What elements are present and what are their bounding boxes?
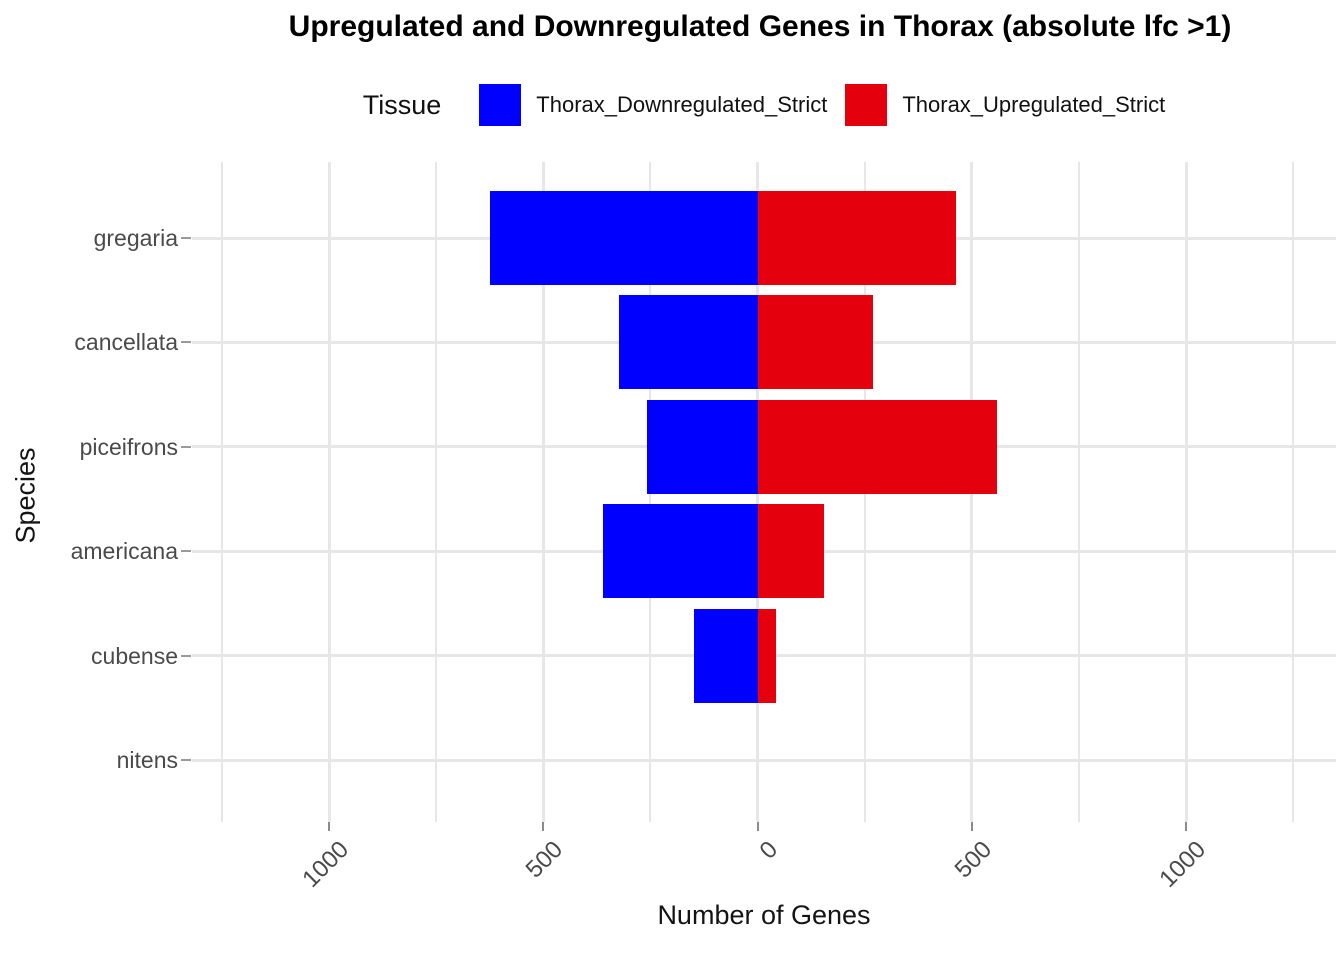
- y-axis-label-nitens: nitens: [116, 747, 178, 773]
- x-axis-tick: [328, 822, 331, 831]
- y-axis-label-americana: americana: [70, 538, 178, 565]
- bar-up-americana: [757, 504, 825, 599]
- gridline-minor: [1292, 162, 1295, 822]
- gridline-major: [541, 162, 545, 822]
- gridline-minor: [435, 162, 438, 822]
- gridline-category: [192, 758, 1336, 762]
- y-axis-title: Species: [10, 447, 41, 544]
- y-axis-tick: [181, 341, 191, 344]
- legend-swatch-0: [479, 84, 522, 126]
- y-axis-label-gregaria: gregaria: [93, 225, 178, 251]
- x-axis-title: Number of Genes: [657, 900, 871, 930]
- bar-down-gregaria: [490, 191, 758, 285]
- legend-items: Thorax_Downregulated_Strict Thorax_Upregu…: [461, 84, 1165, 126]
- legend-label-0: Thorax_Downregulated_Strict: [536, 92, 828, 117]
- y-axis-label-cubense: cubense: [91, 642, 178, 669]
- bar-down-cubense: [694, 608, 758, 703]
- legend: Tissue Thorax_Downregulated_Strict Thorax…: [184, 80, 1344, 130]
- x-axis-tick: [970, 822, 973, 831]
- plot-panel: [192, 162, 1336, 822]
- gridline-minor: [1077, 162, 1080, 822]
- legend-label-1: Thorax_Upregulated_Strict: [902, 92, 1166, 117]
- bar-up-gregaria: [757, 191, 957, 285]
- bar-down-cancellata: [618, 295, 758, 390]
- gridline-major: [327, 162, 331, 822]
- legend-title: Tissue: [362, 89, 442, 120]
- gridline-minor: [220, 162, 223, 822]
- x-axis-tick: [756, 822, 759, 831]
- bar-down-piceifrons: [646, 399, 758, 494]
- y-axis-label-cancellata: cancellata: [74, 329, 178, 356]
- bar-up-cancellata: [757, 295, 873, 390]
- legend-item-1: Thorax_Upregulated_Strict: [845, 84, 1165, 126]
- y-axis-tick: [181, 759, 191, 761]
- legend-item-0: Thorax_Downregulated_Strict: [479, 84, 827, 126]
- y-axis-tick: [181, 550, 191, 553]
- chart-title: Upregulated and Downregulated Genes in T…: [288, 10, 1232, 43]
- y-axis-tick: [181, 237, 191, 239]
- y-axis-tick: [181, 445, 191, 448]
- y-axis-label-piceifrons: piceifrons: [79, 433, 178, 460]
- x-axis-tick: [1185, 822, 1188, 831]
- y-axis-tick: [181, 654, 191, 657]
- bar-up-cubense: [757, 608, 777, 703]
- legend-swatch-1: [845, 84, 888, 126]
- bar-down-americana: [602, 504, 758, 599]
- gridline-major: [1184, 162, 1188, 822]
- bar-up-piceifrons: [757, 399, 997, 494]
- x-axis-tick: [542, 822, 545, 831]
